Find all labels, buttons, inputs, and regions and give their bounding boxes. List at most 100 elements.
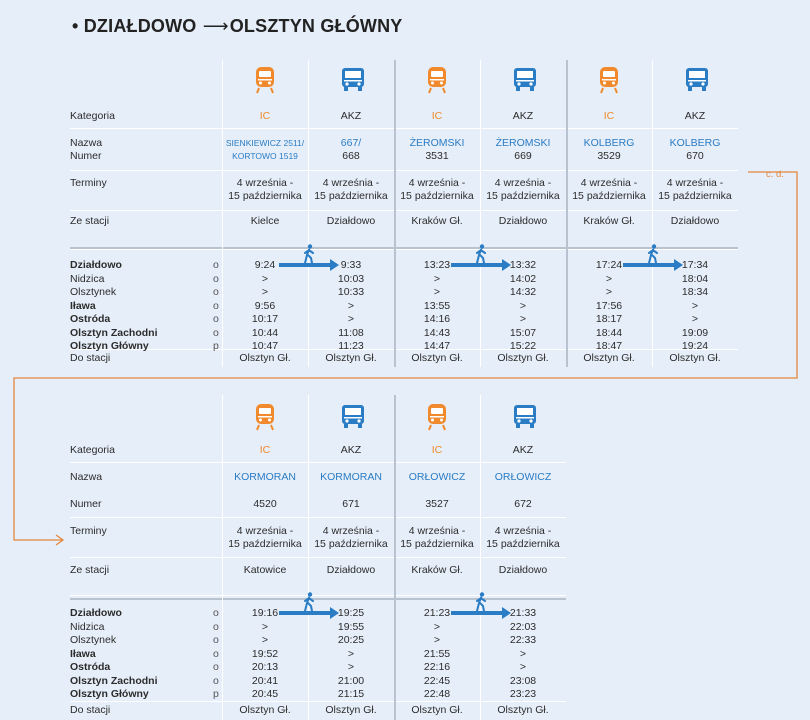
station-name: Iława — [70, 299, 96, 312]
train-number: 3529 — [597, 150, 621, 162]
time-cell: > — [261, 272, 269, 285]
time-cell: 15:07 — [509, 326, 537, 339]
time-cell: 23:08 — [509, 674, 537, 687]
station-name: Działdowo — [70, 607, 122, 619]
time-cell: 10:44 — [251, 326, 279, 339]
station-mark: p — [213, 688, 219, 700]
walking-person-icon — [646, 244, 660, 264]
row-divider — [70, 170, 738, 171]
train-number: 3531 — [425, 150, 449, 162]
label-ze_stacji: Ze stacji — [70, 215, 110, 227]
bus-icon — [340, 66, 364, 94]
category-label: AKZ — [340, 110, 362, 122]
destination-station: Olsztyn Gł. — [325, 704, 377, 716]
transfer-arrow — [451, 607, 511, 619]
station-name: Olsztynek — [70, 634, 117, 646]
time-cell: 17:24 — [595, 259, 623, 271]
validity-dates: 15 października — [486, 538, 560, 550]
walking-person-icon — [474, 244, 488, 264]
time-cell: 11:23 — [338, 340, 364, 352]
origin-station: Działdowo — [326, 215, 376, 227]
train-name: KORMORAN — [320, 471, 382, 483]
station-name: Iława — [70, 647, 96, 660]
time-cell: 10:47 — [251, 340, 279, 352]
time-cell: 21:00 — [337, 674, 365, 687]
station-mark: o — [213, 674, 219, 687]
time-cell: 22:03 — [509, 620, 537, 633]
category-label: AKZ — [512, 444, 534, 456]
walking-person-icon — [302, 244, 316, 264]
label-terminy: Terminy — [70, 525, 107, 537]
time-cell: > — [433, 272, 441, 285]
validity-dates: 4 września - — [322, 177, 380, 189]
category-label: AKZ — [684, 110, 706, 122]
station-mark: o — [213, 272, 219, 285]
time-cell: 22:33 — [509, 634, 537, 646]
time-cell: 22:16 — [423, 661, 451, 673]
train-number: 672 — [514, 498, 532, 510]
category-label: IC — [259, 444, 271, 456]
column-divider — [566, 60, 568, 367]
destination-station: Olsztyn Gł. — [669, 352, 721, 364]
time-cell: > — [261, 286, 269, 298]
time-cell: 9:56 — [254, 299, 276, 312]
title-bullet: • — [72, 16, 79, 36]
time-cell: 10:17 — [251, 313, 279, 325]
time-cell: 17:56 — [595, 299, 623, 312]
station-name: Ostróda — [70, 313, 111, 325]
title-from: DZIAŁDOWO — [83, 16, 197, 36]
destination-station: Olsztyn Gł. — [239, 352, 291, 364]
time-cell: > — [605, 272, 613, 285]
row-divider — [70, 462, 566, 463]
destination-station: Olsztyn Gł. — [411, 704, 463, 716]
train-icon — [254, 403, 276, 431]
transfer-arrow — [279, 607, 339, 619]
time-cell: > — [347, 299, 355, 312]
time-cell: 19:55 — [337, 620, 365, 633]
destination-station: Olsztyn Gł. — [411, 352, 463, 364]
walking-person-icon — [474, 592, 488, 612]
validity-dates: 4 września - — [494, 177, 552, 189]
train-number: KORTOWO 1519 — [232, 151, 298, 161]
validity-dates: 4 września - — [408, 525, 466, 537]
time-cell: 18:04 — [681, 272, 709, 285]
station-name: Działdowo — [70, 259, 122, 271]
category-label: IC — [431, 444, 443, 456]
column-divider — [222, 395, 223, 720]
train-number: 4520 — [253, 498, 277, 510]
column-divider — [222, 60, 223, 367]
row-divider — [70, 595, 566, 596]
validity-dates: 15 października — [314, 538, 388, 550]
label-kategoria: Kategoria — [70, 110, 115, 122]
station-name: Olsztyn Główny — [70, 340, 149, 352]
time-cell: 19:52 — [251, 647, 279, 660]
time-cell: 15:22 — [509, 340, 537, 352]
label-kategoria: Kategoria — [70, 444, 115, 456]
column-divider — [480, 60, 481, 367]
train-number: 3527 — [425, 498, 449, 510]
train-number: 668 — [342, 150, 360, 162]
walking-person-icon — [302, 592, 316, 612]
time-cell: 20:41 — [251, 674, 279, 687]
train-icon — [254, 66, 276, 94]
time-cell: > — [433, 286, 441, 298]
origin-station: Kraków Gł. — [411, 564, 463, 576]
time-cell: 23:23 — [509, 688, 537, 700]
train-name: 667/ — [340, 137, 362, 149]
station-name: Olsztynek — [70, 286, 117, 298]
time-cell: 10:03 — [337, 272, 365, 285]
station-name: Olsztyn Zachodni — [70, 674, 158, 687]
time-cell: 21:33 — [509, 607, 537, 619]
train-icon — [426, 66, 448, 94]
train-name: SIENKIEWICZ 2511/ — [225, 138, 305, 148]
station-mark: o — [213, 607, 219, 619]
destination-station: Olsztyn Gł. — [325, 352, 377, 364]
validity-dates: 4 września - — [408, 177, 466, 189]
station-name: Nidzica — [70, 272, 105, 285]
column-divider — [394, 60, 396, 367]
time-cell: 19:24 — [681, 340, 709, 352]
train-name: KOLBERG — [669, 137, 721, 149]
time-cell: 21:55 — [423, 647, 451, 660]
time-cell: 11:08 — [338, 326, 364, 339]
